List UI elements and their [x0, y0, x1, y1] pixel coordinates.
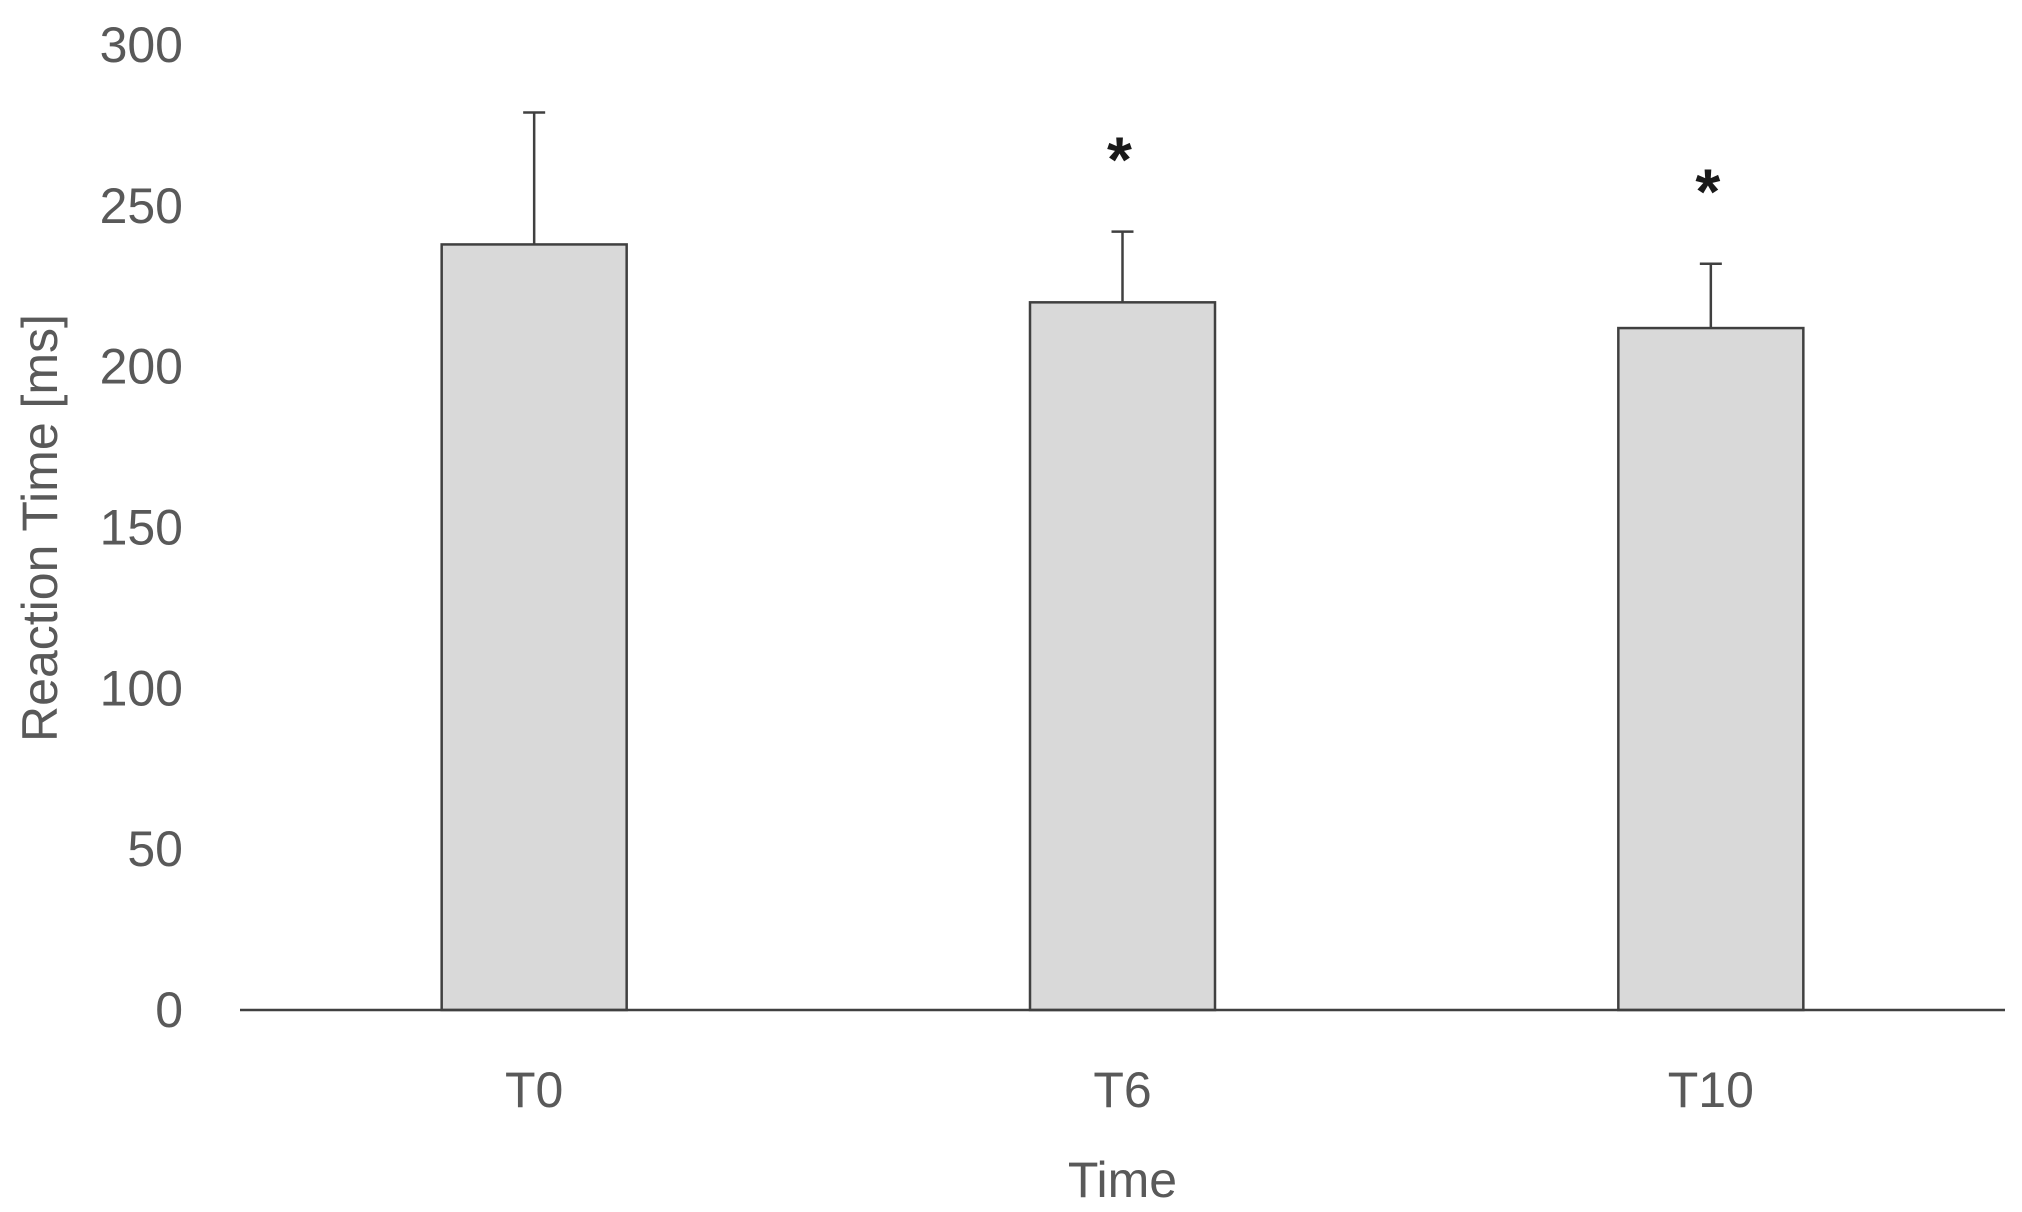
- y-tick-label: 0: [155, 982, 183, 1038]
- y-tick-label: 250: [100, 178, 183, 234]
- bar: [1617, 326, 1805, 1012]
- x-tick-label: T10: [1668, 1062, 1754, 1118]
- significance-asterisk: *: [1695, 156, 1720, 228]
- y-tick-label: 150: [100, 500, 183, 556]
- x-tick-label: T0: [505, 1062, 563, 1118]
- bar: [1028, 301, 1217, 1012]
- y-tick-label: 50: [127, 821, 183, 877]
- y-tick-label: 200: [100, 339, 183, 395]
- x-tick-label: T6: [1093, 1062, 1151, 1118]
- y-tick-label: 100: [100, 660, 183, 716]
- significance-asterisk: *: [1107, 124, 1132, 196]
- bars: [440, 243, 1805, 1012]
- bar: [440, 243, 628, 1012]
- error-bars: [523, 111, 1722, 329]
- y-axis-ticks: 0 50 100 150 200 250 300: [100, 17, 183, 1038]
- y-tick-label: 300: [100, 17, 183, 73]
- x-axis-title: Time: [1068, 1152, 1177, 1208]
- y-axis-title: Reaction Time [ms]: [12, 314, 68, 742]
- x-axis-ticks: T0 T6 T10: [505, 1062, 1754, 1118]
- significance-markers: * *: [1107, 124, 1720, 228]
